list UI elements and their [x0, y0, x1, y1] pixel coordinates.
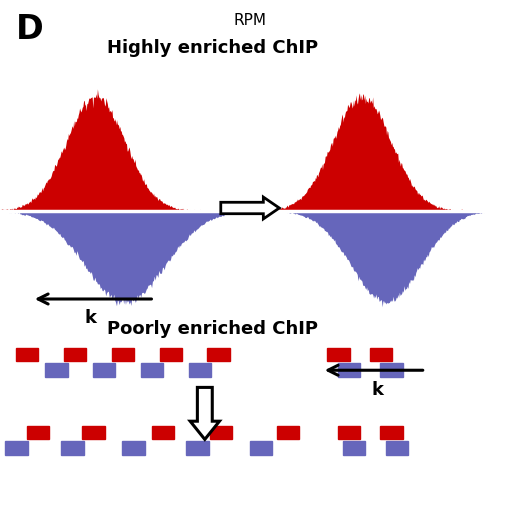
Bar	[277, 426, 299, 439]
Bar	[189, 363, 211, 377]
Bar	[64, 348, 86, 361]
Bar	[45, 363, 68, 377]
Bar	[327, 348, 350, 361]
Bar	[93, 363, 115, 377]
Text: k: k	[372, 381, 384, 399]
Bar	[343, 441, 365, 455]
FancyArrow shape	[190, 387, 220, 439]
Bar	[250, 441, 272, 455]
Bar	[16, 348, 38, 361]
Bar	[338, 426, 360, 439]
Text: Poorly enriched ChIP: Poorly enriched ChIP	[107, 320, 318, 338]
Bar	[5, 441, 28, 455]
Bar	[141, 363, 163, 377]
Bar	[207, 348, 230, 361]
Bar	[210, 426, 232, 439]
Bar	[160, 348, 182, 361]
Bar	[370, 348, 392, 361]
Bar	[82, 426, 105, 439]
Text: RPM: RPM	[234, 13, 267, 28]
Bar	[112, 348, 134, 361]
Text: D: D	[16, 13, 44, 46]
Text: k: k	[85, 309, 96, 328]
Bar	[380, 363, 403, 377]
Bar	[186, 441, 209, 455]
Bar	[152, 426, 174, 439]
Bar	[386, 441, 408, 455]
Bar	[61, 441, 84, 455]
Bar	[338, 363, 360, 377]
Text: Highly enriched ChIP: Highly enriched ChIP	[107, 39, 318, 57]
FancyArrow shape	[221, 197, 279, 219]
Bar	[380, 426, 403, 439]
Bar	[27, 426, 49, 439]
Bar	[122, 441, 145, 455]
